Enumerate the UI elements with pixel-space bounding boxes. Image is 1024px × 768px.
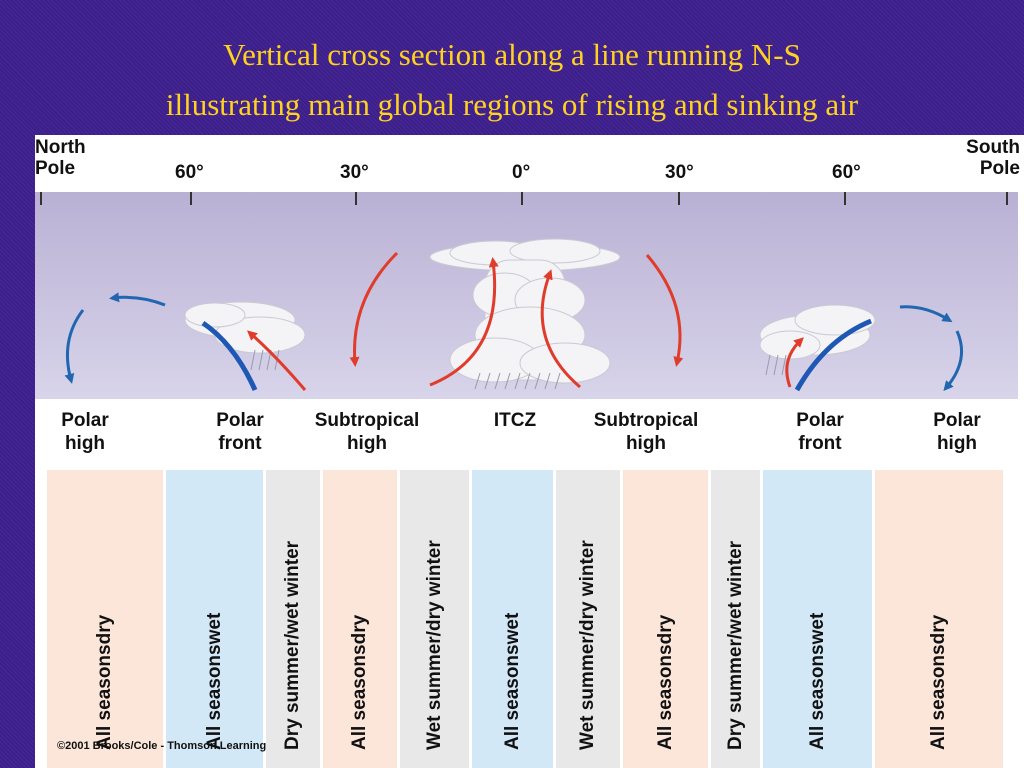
itcz-cloud-icon — [429, 238, 621, 384]
south-polar-easterly-arrow — [899, 305, 953, 323]
title-line-1: Vertical cross section along a line runn… — [223, 37, 801, 72]
climate-band-label: All seasonsdry — [654, 614, 676, 750]
south-pole-line-1: South — [966, 137, 1020, 158]
climate-band-label: Wet summer/dry winter — [577, 540, 598, 750]
slide-title: Vertical cross section along a line runn… — [0, 30, 1024, 130]
climate-band: All seasonsdry — [623, 470, 708, 768]
region-polar-front-north: Polar front — [216, 410, 264, 454]
climate-band-label: All seasonswet — [203, 612, 225, 750]
title-line-2: illustrating main global regions of risi… — [165, 87, 859, 122]
cross-section-panel: North Pole South Pole 60° 30° 0° 30° 60° — [35, 135, 1024, 768]
climate-band-label: Dry summer/wet winter — [282, 540, 303, 750]
climate-band: Wet summer/dry winter — [400, 470, 469, 768]
copyright-notice: ©2001 Brooks/Cole - Thomson Learning — [57, 740, 267, 752]
climate-band: Dry summer/wet winter — [711, 470, 760, 768]
south-polar-front-line — [794, 318, 872, 392]
north-subtropical-sinking-arrow — [349, 251, 399, 367]
itcz-rising-arrow-left — [429, 257, 499, 387]
climate-band-label: All seasonsdry — [349, 614, 370, 750]
climate-band: Dry summer/wet winter — [266, 470, 320, 768]
region-itcz: ITCZ — [493, 410, 537, 431]
north-polar-easterly-arrow — [109, 292, 166, 307]
climate-band-label: All seasonsdry — [928, 614, 949, 750]
north-pole-label: North Pole — [35, 137, 86, 179]
lat-label-30s: 30° — [665, 162, 694, 183]
climate-band-label: All seasonswet — [501, 612, 523, 750]
lat-label-60s: 60° — [832, 162, 861, 183]
region-subtropical-high-south: Subtropical high — [593, 410, 699, 454]
region-polar-front-south: Polar front — [796, 410, 844, 454]
south-subtropical-sinking-arrow — [645, 254, 684, 367]
climate-band-label: All seasonsdry — [94, 614, 115, 750]
north-polar-sinking-arrow — [64, 309, 85, 384]
north-pole-line-1: North — [35, 137, 86, 158]
north-polar-front-line — [201, 320, 258, 392]
region-subtropical-high-north: Subtropical high — [314, 410, 420, 454]
climate-band: All seasonsdry — [323, 470, 397, 768]
lat-label-0: 0° — [512, 162, 531, 183]
climate-band: Wet summer/dry winter — [556, 470, 620, 768]
climate-band: All seasonsdry — [47, 470, 163, 768]
south-front-cloud-icon — [759, 304, 876, 360]
region-polar-high-north: Polar high — [61, 410, 109, 454]
lat-label-30n: 30° — [340, 162, 369, 183]
south-front-rising-arrow — [785, 337, 804, 388]
itcz-rain-icon — [474, 372, 561, 390]
climate-band: All seasonswet — [166, 470, 263, 768]
circulation-diagram — [40, 192, 1008, 392]
climate-band: All seasonswet — [763, 470, 872, 768]
north-pole-line-2: Pole — [35, 158, 76, 179]
climate-band-label: Dry summer/wet winter — [724, 540, 746, 750]
lat-label-60n: 60° — [175, 162, 204, 183]
climate-band: All seasonsdry — [875, 470, 1003, 768]
latitude-ticks — [40, 192, 1008, 205]
south-front-rain-icon — [765, 354, 787, 376]
south-pole-label: South Pole — [966, 137, 1020, 179]
climate-band: All seasonswet — [472, 470, 553, 768]
climate-band-label: All seasonswet — [806, 612, 828, 750]
climate-band-label: Wet summer/dry winter — [423, 540, 445, 750]
south-polar-sinking-arrow — [943, 330, 964, 392]
region-polar-high-south: Polar high — [933, 410, 981, 454]
itcz-rising-arrow-right — [540, 269, 581, 389]
north-front-rising-arrow — [246, 330, 307, 391]
south-pole-line-2: Pole — [979, 158, 1020, 179]
north-front-cloud-icon — [184, 301, 306, 354]
